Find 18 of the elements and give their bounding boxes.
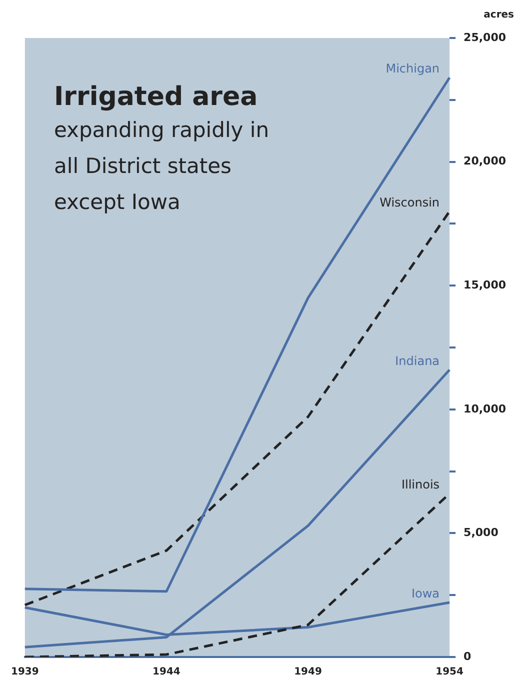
x-tick-label: 1949 xyxy=(294,666,322,678)
y-tick-label: 25,000 xyxy=(464,30,506,44)
x-tick-label: 1939 xyxy=(10,666,39,678)
text: expanding rapidly in all District states except Iowa xyxy=(54,117,270,216)
y-tick-label: 10,000 xyxy=(464,402,506,416)
series-label: Wisconsin xyxy=(380,195,440,210)
series-label: Iowa xyxy=(411,586,440,601)
y-tick-label: 0 xyxy=(464,650,472,663)
y-tick-label: 15,000 xyxy=(464,278,506,292)
y-tick-label: 20,000 xyxy=(464,154,506,168)
series-label: Michigan xyxy=(386,62,440,76)
x-tick-label: 1944 xyxy=(152,666,180,678)
x-tick-label: 1954 xyxy=(436,666,464,678)
text: Irrigated area xyxy=(54,82,259,112)
text: 5,000 xyxy=(464,526,498,540)
y-axis-title: acres xyxy=(484,10,514,21)
series-label: Illinois xyxy=(401,478,440,492)
series-label: Indiana xyxy=(395,354,440,368)
